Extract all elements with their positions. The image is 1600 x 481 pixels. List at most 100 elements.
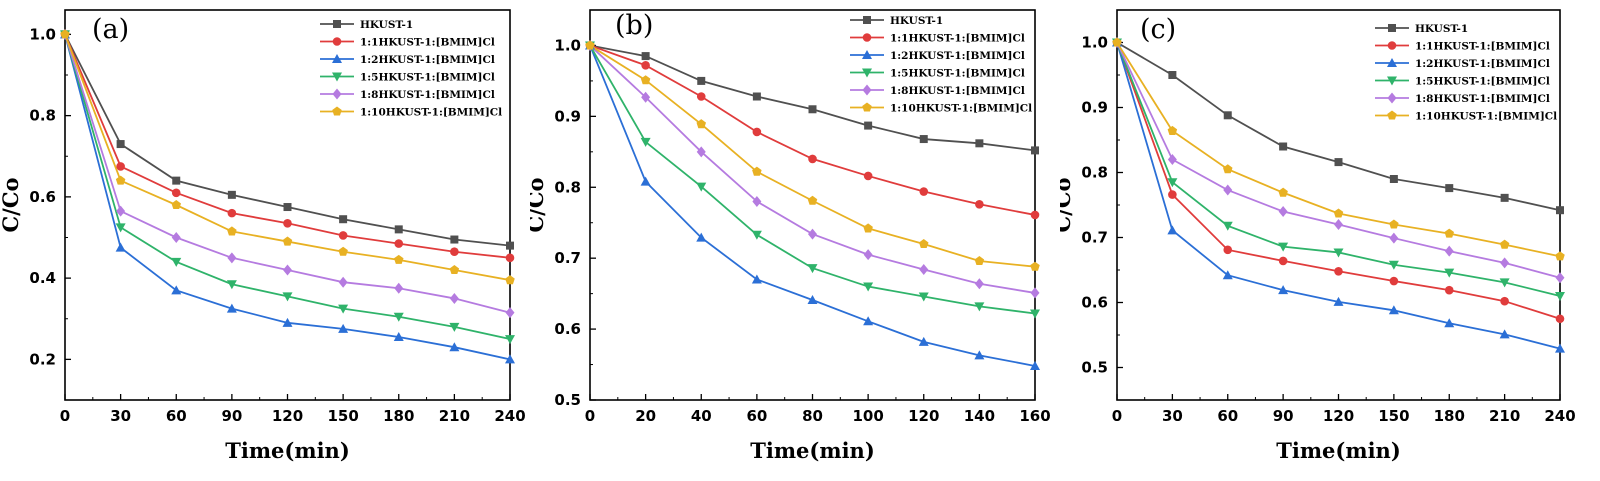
x-tick-label: 80 bbox=[802, 407, 823, 425]
x-tick-label: 120 bbox=[1323, 407, 1354, 425]
data-point bbox=[115, 175, 126, 185]
data-point bbox=[282, 292, 293, 302]
legend-marker bbox=[1387, 92, 1397, 104]
data-point bbox=[696, 232, 707, 242]
legend-marker bbox=[332, 37, 342, 46]
data-point bbox=[449, 322, 460, 332]
y-tick-label: 0.7 bbox=[554, 249, 581, 267]
data-point bbox=[1499, 278, 1510, 288]
data-point bbox=[505, 354, 515, 364]
data-point bbox=[1167, 225, 1178, 235]
legend-marker bbox=[1388, 24, 1396, 32]
data-point bbox=[752, 195, 762, 207]
data-point bbox=[1500, 257, 1510, 269]
data-point bbox=[505, 275, 515, 285]
chart-panel-b: 0 20 40 60 80 100 120 140 160 0.5 0.6 0.7 0.8 0.9 1.0 T… bbox=[530, 0, 1060, 481]
legend-marker bbox=[862, 50, 872, 59]
y-tick-label: 0.5 bbox=[554, 391, 581, 409]
data-point bbox=[808, 105, 817, 114]
chart-c-svg: 0 30 60 90 120 150 180 210 240 0.5 0.6 0.7 0.8 0.9 1.0… bbox=[1060, 9, 1576, 463]
data-point bbox=[171, 285, 182, 295]
data-point bbox=[1334, 267, 1343, 276]
data-point bbox=[394, 239, 404, 248]
data-point bbox=[1389, 219, 1399, 229]
data-point bbox=[863, 223, 873, 233]
legend-entry: 1:10HKUST-1:[BMIM]Cl bbox=[360, 107, 502, 119]
data-point bbox=[1499, 329, 1510, 339]
data-point bbox=[1168, 71, 1177, 79]
y-tick-label: 0.8 bbox=[1081, 164, 1108, 182]
legend-marker bbox=[1387, 41, 1397, 50]
data-point bbox=[974, 302, 985, 312]
data-point bbox=[227, 252, 237, 264]
data-point bbox=[1445, 184, 1454, 193]
legend-entry: 1:1HKUST-1:[BMIM]Cl bbox=[1415, 41, 1550, 53]
data-point bbox=[393, 312, 404, 322]
legend-entry: 1:10HKUST-1:[BMIM]Cl bbox=[890, 103, 1032, 115]
data-point bbox=[807, 264, 818, 274]
data-point bbox=[696, 119, 707, 129]
y-tick-label: 0.7 bbox=[1081, 229, 1108, 247]
x-axis-title: Time(min) bbox=[1276, 438, 1401, 463]
data-point bbox=[449, 265, 460, 275]
data-point bbox=[227, 226, 237, 236]
legend-entry: 1:5HKUST-1:[BMIM]Cl bbox=[890, 68, 1025, 80]
data-point bbox=[505, 307, 515, 319]
y-tick-label: 0.6 bbox=[554, 320, 581, 338]
x-tick-label: 180 bbox=[1434, 407, 1465, 425]
data-point bbox=[1389, 175, 1398, 183]
x-tick-label: 30 bbox=[1162, 407, 1183, 425]
series-line bbox=[589, 44, 1036, 294]
data-point bbox=[975, 199, 984, 209]
chart-a-svg: 0 30 60 90 120 150 180 210 240 0.2 0.4 0.6 0.8 1.0 Tim… bbox=[0, 9, 526, 463]
y-tick-label: 0.5 bbox=[1081, 359, 1108, 377]
x-tick-label: 20 bbox=[635, 407, 656, 425]
x-tick-label: 160 bbox=[1019, 407, 1050, 425]
data-point bbox=[116, 140, 125, 149]
x-tick-label: 150 bbox=[1378, 407, 1409, 425]
data-point bbox=[696, 92, 706, 101]
y-tick-label: 0.9 bbox=[554, 107, 581, 125]
data-point bbox=[1030, 360, 1040, 370]
data-point bbox=[171, 200, 182, 210]
data-point bbox=[338, 231, 348, 240]
y-tick-label: 0.9 bbox=[1081, 99, 1108, 117]
data-point bbox=[919, 135, 928, 144]
x-tick-label: 90 bbox=[1273, 407, 1294, 425]
data-point bbox=[752, 127, 762, 137]
data-point bbox=[1555, 314, 1565, 324]
legend-marker bbox=[332, 72, 342, 82]
data-point bbox=[116, 162, 125, 171]
data-point bbox=[1389, 232, 1399, 244]
chart-b-svg: 0 20 40 60 80 100 120 140 160 0.5 0.6 0.7 0.8 0.9 1.0 T… bbox=[530, 9, 1051, 463]
data-point bbox=[807, 295, 818, 305]
data-point bbox=[450, 247, 459, 257]
data-point bbox=[1334, 158, 1343, 167]
data-point bbox=[974, 256, 985, 266]
data-point bbox=[1223, 184, 1233, 196]
data-point bbox=[1278, 206, 1288, 217]
y-axis-title: C/Co bbox=[1060, 177, 1075, 232]
data-point bbox=[1030, 210, 1040, 220]
data-point bbox=[172, 176, 181, 185]
legend-entry: 1:2HKUST-1:[BMIM]Cl bbox=[360, 54, 495, 66]
data-point bbox=[1223, 111, 1232, 120]
data-point bbox=[863, 316, 874, 326]
data-point bbox=[1388, 260, 1399, 270]
y-tick-label: 1.0 bbox=[29, 25, 56, 43]
data-point bbox=[1444, 228, 1455, 238]
y-tick-label: 0.6 bbox=[1081, 294, 1108, 312]
data-point bbox=[171, 232, 181, 243]
data-point bbox=[338, 276, 348, 288]
data-point bbox=[282, 236, 293, 246]
data-point bbox=[115, 242, 126, 252]
data-point bbox=[226, 280, 237, 290]
legend-entry: 1:1HKUST-1:[BMIM]Cl bbox=[360, 37, 495, 49]
data-point bbox=[115, 223, 126, 233]
data-point bbox=[1031, 146, 1039, 155]
y-tick-label: 1.0 bbox=[1081, 34, 1108, 52]
data-point bbox=[1444, 268, 1455, 278]
data-point bbox=[1222, 164, 1233, 174]
data-point bbox=[1556, 206, 1564, 215]
y-tick-label: 0.6 bbox=[29, 188, 56, 206]
